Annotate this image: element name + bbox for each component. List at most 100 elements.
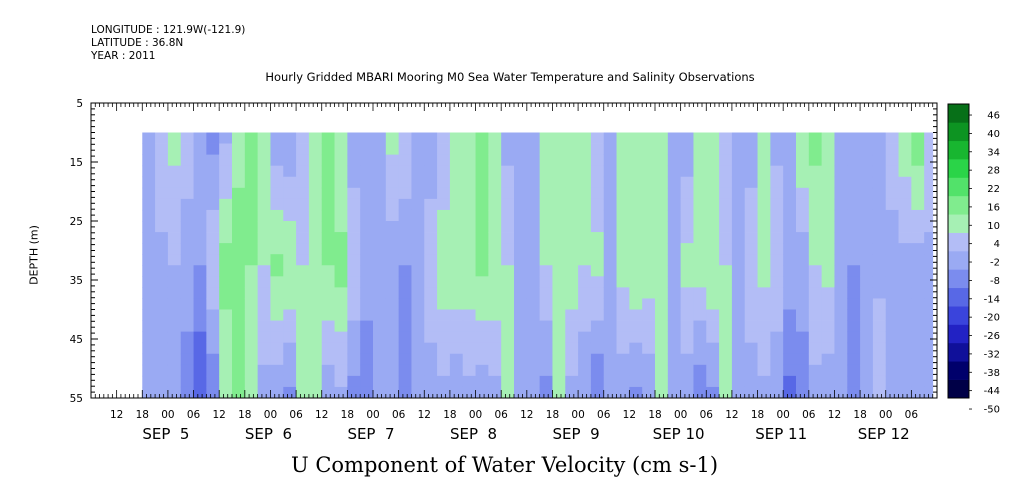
heatmap-cell	[629, 320, 643, 333]
heatmap-cell	[911, 254, 925, 266]
heatmap-cell	[232, 320, 246, 333]
heatmap-cell	[578, 320, 592, 333]
heatmap-cell	[296, 309, 310, 321]
heatmap-cell	[142, 143, 156, 156]
heatmap-cell	[731, 276, 746, 288]
heatmap-cell	[257, 265, 271, 277]
heatmap-cell	[142, 165, 156, 178]
heatmap-cell	[180, 232, 194, 244]
heatmap-cell	[373, 265, 387, 277]
heatmap-cell	[552, 342, 566, 355]
heatmap-cell	[462, 331, 476, 344]
heatmap-cell	[321, 298, 335, 310]
heatmap-cell	[449, 331, 464, 344]
heatmap-cell	[334, 176, 348, 189]
heatmap-cell	[296, 187, 310, 200]
heatmap-cell	[539, 342, 553, 355]
heatmap-cell	[385, 298, 400, 310]
heatmap-cell	[796, 132, 810, 144]
heatmap-cell	[437, 386, 451, 399]
heatmap-cell	[244, 176, 259, 189]
heatmap-cell	[155, 165, 169, 178]
heatmap-cell	[847, 254, 861, 266]
heatmap-cell	[308, 287, 323, 299]
heatmap-cell	[590, 287, 605, 299]
heatmap-cell	[283, 353, 297, 366]
heatmap-cell	[821, 232, 835, 244]
heatmap-cell	[514, 198, 528, 211]
heatmap-cell	[488, 243, 502, 255]
y-tick-label: 55	[70, 393, 83, 405]
heatmap-cell	[437, 364, 451, 377]
heatmap-cell	[847, 331, 861, 344]
heatmap-cell	[719, 342, 733, 355]
heatmap-cell	[142, 331, 156, 344]
heatmap-cell	[808, 375, 823, 388]
heatmap-cell	[796, 265, 810, 277]
heatmap-cell	[693, 132, 707, 144]
heatmap-cell	[552, 243, 566, 255]
heatmap-cell	[565, 232, 579, 244]
heatmap-cell	[424, 198, 438, 211]
heatmap-cell	[757, 209, 771, 222]
heatmap-cell	[334, 342, 348, 355]
heatmap-cell	[180, 243, 194, 255]
heatmap-cell	[488, 309, 502, 321]
heatmap-cell	[257, 331, 271, 344]
heatmap-cell	[693, 309, 707, 321]
heatmap-cell	[808, 209, 823, 222]
heatmap-cell	[860, 287, 874, 299]
heatmap-cell	[680, 342, 694, 355]
heatmap-cell	[526, 309, 541, 321]
heatmap-cell	[462, 320, 476, 333]
heatmap-cell	[398, 187, 412, 200]
heatmap-cell	[847, 375, 861, 388]
heatmap-cell	[334, 386, 348, 399]
heatmap-cell	[731, 243, 746, 255]
heatmap-cell	[834, 375, 848, 388]
heatmap-cell	[167, 132, 182, 144]
heatmap-cell	[757, 353, 771, 366]
heatmap-cell	[911, 375, 925, 388]
heatmap-cell	[257, 287, 271, 299]
heatmap-cell	[642, 198, 656, 211]
heatmap-cell	[193, 298, 207, 310]
heatmap-cell	[270, 154, 284, 167]
heatmap-cell	[334, 132, 348, 144]
heatmap-cell	[757, 232, 771, 244]
colorbar-label: -32	[984, 349, 1000, 360]
heatmap-cell	[731, 154, 746, 167]
heatmap-cell	[808, 342, 823, 355]
heatmap-cell	[308, 276, 323, 288]
heatmap-cell	[501, 353, 515, 366]
heatmap-cell	[898, 320, 912, 333]
heatmap-cell	[847, 232, 861, 244]
heatmap-cell	[449, 353, 464, 366]
heatmap-cell	[629, 276, 643, 288]
heatmap-cell	[398, 375, 412, 388]
heatmap-cell	[552, 198, 566, 211]
heatmap-cell	[872, 309, 887, 321]
heatmap-cell	[526, 375, 541, 388]
heatmap-cell	[526, 342, 541, 355]
heatmap-cell	[796, 154, 810, 167]
heatmap-cell	[193, 143, 207, 156]
heatmap-cell	[885, 309, 899, 321]
heatmap-cell	[796, 375, 810, 388]
heatmap-cell	[296, 154, 310, 167]
heatmap-cell	[270, 265, 284, 277]
heatmap-cell	[360, 132, 374, 144]
heatmap-cell	[155, 176, 169, 189]
heatmap-cell	[155, 386, 169, 399]
heatmap-cell	[667, 165, 682, 178]
heatmap-cell	[808, 287, 823, 299]
heatmap-cell	[770, 176, 784, 189]
heatmap-cell	[424, 154, 438, 167]
heatmap-cell	[680, 209, 694, 222]
heatmap-cell	[821, 309, 835, 321]
heatmap-cell	[655, 221, 669, 233]
heatmap-cell	[770, 353, 784, 366]
heatmap-cell	[219, 232, 233, 244]
heatmap-cell	[283, 209, 297, 222]
heatmap-cell	[565, 243, 579, 255]
